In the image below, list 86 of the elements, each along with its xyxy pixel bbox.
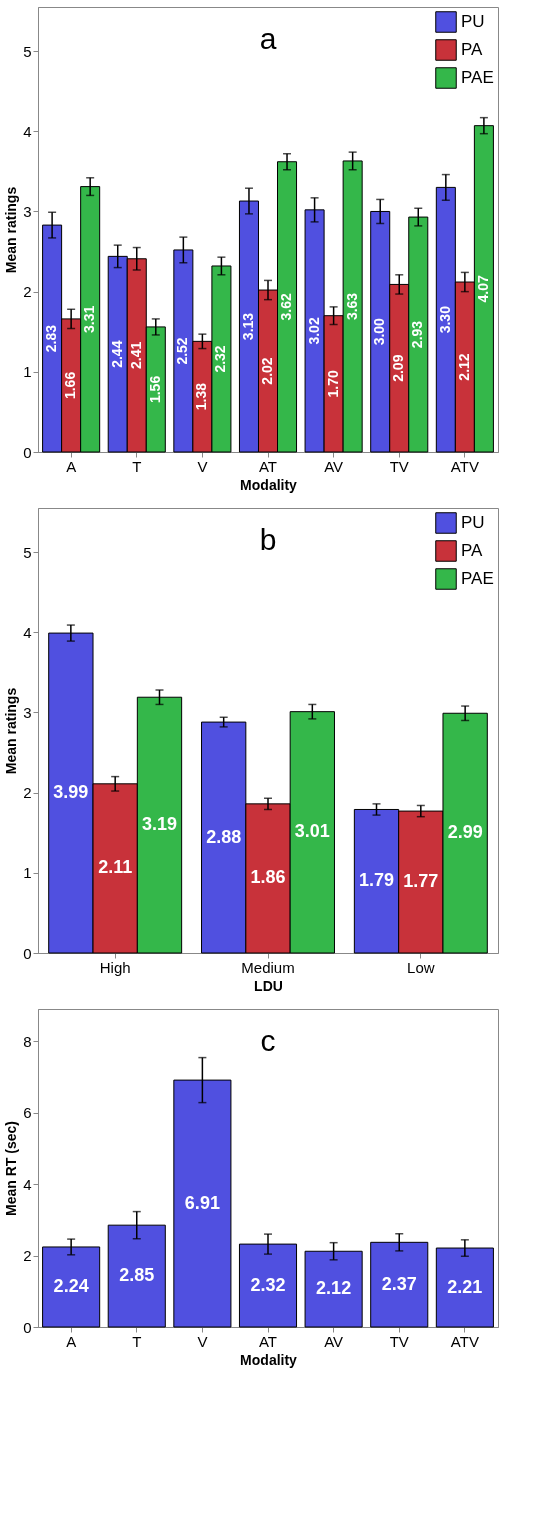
legend-label: PAE [461,569,494,588]
x-tick-label: AT [258,457,278,475]
data-label: 2.37 [381,1273,417,1294]
y-tick-label: 2 [23,283,32,301]
text: c [260,1024,276,1057]
y-axis-title: Mean RT (sec) [3,1121,20,1216]
y-tick-label: 5 [23,543,32,561]
x-tick-label: Low [407,958,435,976]
x-tick-label: A [66,457,77,475]
data-label: 2.93 [409,320,426,349]
data-label: 3.62 [278,293,295,321]
data-label: 2.09 [390,354,407,382]
y-tick-label: 6 [23,1104,32,1122]
data-label: 2.21 [447,1276,483,1297]
x-tick-label: High [99,958,131,976]
x-tick-label: V [197,1332,208,1350]
data-label: 2.99 [447,822,483,843]
data-label: 1.77 [403,871,439,892]
data-label: 2.24 [53,1275,89,1296]
y-tick-label: 4 [23,623,32,641]
x-axis-title: Modality [240,1351,298,1368]
x-tick-label: TV [389,1332,409,1350]
data-label: 3.99 [53,782,89,803]
data-label: 2.32 [212,345,229,373]
data-label: 3.00 [371,317,388,346]
y-tick-label: 0 [23,443,32,461]
x-tick-label: A [66,1332,77,1350]
data-label: 3.02 [305,317,322,345]
legend-label: PA [461,40,484,59]
x-tick-label: AV [324,1332,344,1350]
data-label: 1.38 [193,382,210,411]
y-tick-label: 4 [23,1175,32,1193]
legend-label: PU [461,513,485,532]
data-label: 2.12 [316,1278,352,1299]
x-tick-label: TV [389,457,409,475]
y-axis-title: Mean ratings [3,186,20,274]
data-label: 1.56 [146,375,163,404]
x-tick-label: ATV [450,457,479,475]
data-label: 3.13 [239,312,256,341]
data-label: 2.88 [206,826,242,847]
data-label: 3.31 [81,305,98,333]
text: b [259,523,277,556]
y-tick-label: 3 [23,202,32,220]
data-label: 1.66 [62,371,79,400]
legend-label: PU [461,12,485,31]
data-label: 3.30 [436,305,453,334]
legend-label: PAE [461,68,494,87]
data-label: 3.01 [294,821,330,842]
y-tick-label: 0 [23,944,32,962]
data-label: 1.70 [324,370,341,398]
y-tick-label: 1 [23,864,32,882]
data-label: 2.52 [174,337,191,365]
y-tick-label: 3 [23,703,32,721]
x-tick-label: Medium [241,958,295,976]
data-label: 1.86 [250,867,286,888]
data-label: 2.85 [119,1265,155,1286]
legend-label: PA [461,541,484,560]
data-label: 2.02 [259,357,275,385]
data-label: 2.32 [250,1274,286,1295]
x-axis-title: Modality [240,476,298,493]
data-label: 2.44 [108,340,125,368]
x-tick-label: AT [258,1332,278,1350]
data-label: 1.79 [358,870,395,891]
data-label: 4.07 [474,275,491,303]
data-label: 3.63 [343,292,360,321]
x-tick-label: V [197,457,208,475]
x-tick-label: ATV [450,1332,479,1350]
y-tick-label: 5 [23,42,32,60]
x-tick-label: T [132,457,142,475]
data-label: 3.19 [141,814,178,835]
y-tick-label: 2 [23,1247,32,1265]
y-tick-label: 0 [23,1318,32,1336]
x-tick-label: T [132,1332,142,1350]
text: a [259,22,277,55]
y-tick-label: 8 [23,1032,32,1050]
data-label: 6.91 [184,1192,220,1213]
data-label: 2.41 [127,341,144,370]
y-axis-title: Mean ratings [3,687,20,775]
data-label: 2.83 [43,324,60,353]
x-axis-title: LDU [254,977,283,994]
data-label: 2.12 [455,353,472,381]
data-label: 2.11 [98,857,133,878]
y-tick-label: 4 [23,122,32,140]
x-tick-label: AV [324,457,344,475]
y-tick-label: 2 [23,784,32,802]
y-tick-label: 1 [23,363,32,381]
